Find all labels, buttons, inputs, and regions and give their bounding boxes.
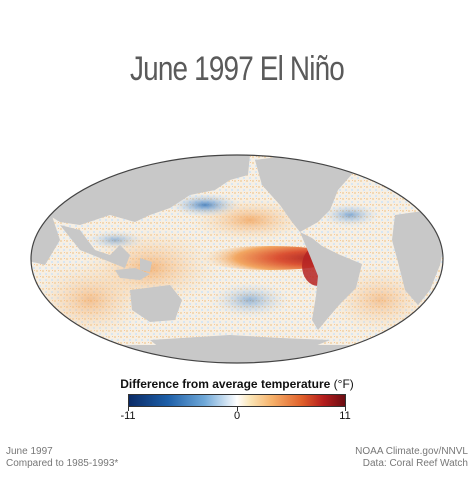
scale-label-min: -11 xyxy=(120,410,136,422)
globe-outline xyxy=(30,154,444,364)
footer-baseline: Compared to 1985-1993* xyxy=(6,458,119,469)
scale-label-mid: 0 xyxy=(233,410,241,422)
footer-source: Data: Coral Reef Watch xyxy=(362,458,468,469)
footer-right: NOAA Climate.gov/NNVL Data: Coral Reef W… xyxy=(355,446,468,470)
footer-credit: NOAA Climate.gov/NNVL xyxy=(355,446,468,457)
scale-label-max: 11 xyxy=(339,410,351,422)
footer-left: June 1997 Compared to 1985-1993* xyxy=(6,446,118,470)
legend-unit: (°F) xyxy=(333,377,354,391)
scale-tick-max xyxy=(345,407,346,411)
footer-date: June 1997 xyxy=(6,446,53,457)
legend-label: Difference from average temperature xyxy=(120,377,331,391)
color-scale-bar xyxy=(128,394,346,407)
scale-tick-min xyxy=(128,407,129,411)
map-title: June 1997 El Niño xyxy=(130,50,345,88)
legend-title: Difference from average temperature (°F) xyxy=(0,377,474,391)
scale-tick-mid xyxy=(237,407,238,411)
globe-ocean xyxy=(31,155,443,363)
